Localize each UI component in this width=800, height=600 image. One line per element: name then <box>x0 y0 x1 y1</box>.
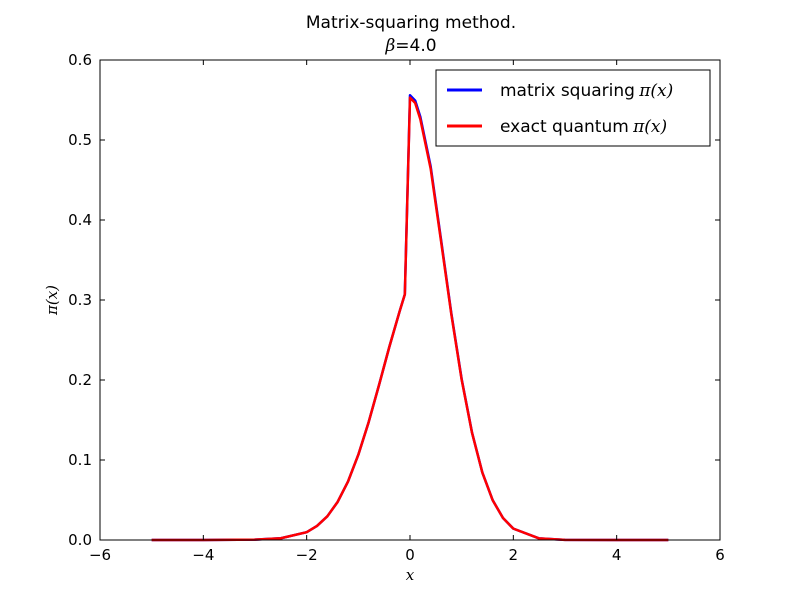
legend-label-exact-quantum: exact quantum π(x) <box>500 117 667 137</box>
x-tick-label-1: −4 <box>192 546 214 564</box>
y-tick-label-1: 0.1 <box>68 451 92 469</box>
legend: matrix squaring π(x) exact quantum π(x) <box>435 69 711 147</box>
legend-label-matrix-squaring: matrix squaring π(x) <box>500 81 673 101</box>
x-tick-label-3: 0 <box>405 546 415 564</box>
y-tick-label-3: 0.3 <box>68 291 92 309</box>
y-tick-label-4: 0.4 <box>68 211 92 229</box>
series-line-1 <box>151 96 669 542</box>
series-layer <box>151 93 669 542</box>
x-axis-label: x <box>406 566 415 584</box>
title-beta-value: =4.0 <box>395 36 436 56</box>
ticks-layer: −6 −4 −2 0 2 4 6 0.0 0.1 0.2 0.3 0.4 0.5 0.6 <box>68 51 725 564</box>
y-tick-label-2: 0.2 <box>68 371 92 389</box>
x-tick-label-0: −6 <box>89 546 111 564</box>
y-tick-label-5: 0.5 <box>68 131 92 149</box>
x-tick-label-6: 6 <box>715 546 725 564</box>
y-tick-label-0: 0.0 <box>68 531 92 549</box>
title-beta-symbol: β <box>384 36 395 56</box>
title-line-1: Matrix-squaring method. <box>306 13 516 33</box>
title-line-2: β=4.0 <box>384 36 436 56</box>
x-tick-label-5: 4 <box>612 546 622 564</box>
legend-box <box>435 69 711 147</box>
plot-frame <box>99 59 721 541</box>
x-tick-label-4: 2 <box>509 546 519 564</box>
y-tick-label-6: 0.6 <box>68 51 92 69</box>
chart-title: Matrix-squaring method. β=4.0 <box>306 13 516 56</box>
x-tick-label-2: −2 <box>296 546 318 564</box>
y-axis-label: π(x) <box>43 285 61 316</box>
